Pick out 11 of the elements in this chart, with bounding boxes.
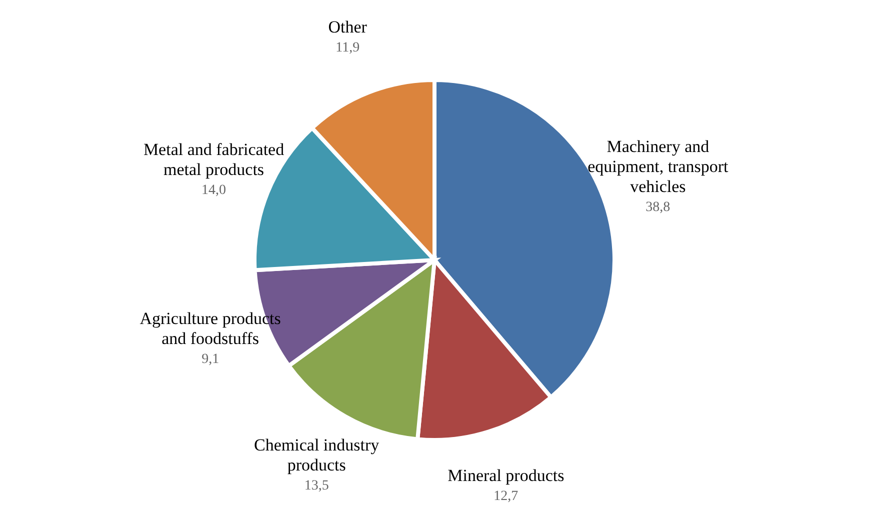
slice-label: Machinery and equipment, transport vehicles [588, 136, 729, 196]
slice-label: Other [328, 17, 368, 36]
data-label: 38,8 [646, 200, 670, 215]
slice-label: Chemical industry products [254, 436, 380, 475]
slice-label: Mineral products [448, 466, 564, 486]
slice-label: Metal and fabricated metal products [143, 140, 285, 179]
data-label: 12,7 [494, 489, 518, 504]
data-label: 14,0 [202, 183, 226, 198]
data-label: 11,9 [336, 40, 360, 56]
data-label: 13,5 [304, 478, 329, 494]
data-label: 9,1 [202, 352, 220, 367]
